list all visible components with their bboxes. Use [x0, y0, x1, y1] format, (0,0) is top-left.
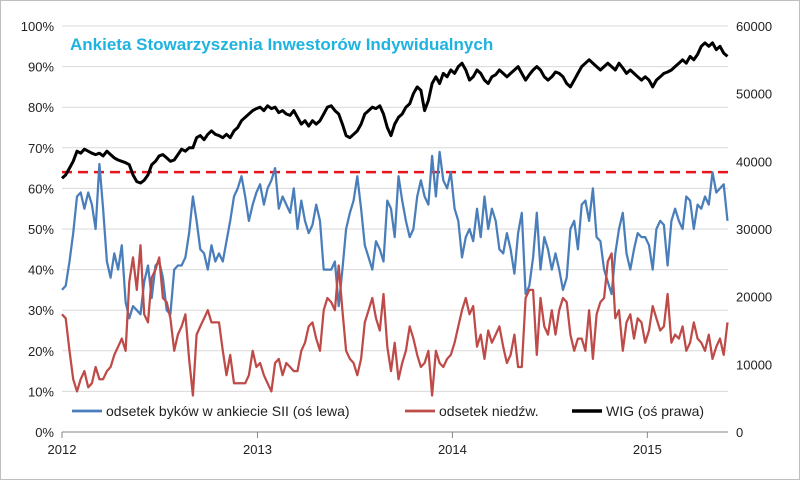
y-right-tick-label: 50000 — [736, 87, 772, 102]
y-right-tick-label: 60000 — [736, 19, 772, 34]
x-tick-label: 2013 — [243, 442, 272, 457]
y-left-tick-label: 30% — [28, 303, 54, 318]
x-tick-label: 2015 — [633, 442, 662, 457]
x-tick-label: 2012 — [48, 442, 77, 457]
y-left-tick-label: 70% — [28, 141, 54, 156]
legend-label-bears: odsetek niedźw. — [439, 403, 539, 419]
tick-labels: 0% 10% 20% 30% 40% 50% 60% 70% 80% 90% 100% 0 10000 2… — [21, 19, 772, 457]
series-line-wig — [60, 41, 729, 185]
chart-title: Ankieta Stowarzyszenia Inwestorów Indywi… — [70, 35, 493, 54]
legend: odsetek byków w ankiecie SII (oś lewa) od… — [66, 398, 730, 424]
gridlines — [62, 25, 728, 392]
y-left-tick-label: 60% — [28, 181, 54, 196]
legend-background — [66, 398, 730, 424]
series-line-bulls — [61, 150, 729, 320]
y-left-tick-label: 10% — [28, 384, 54, 399]
y-left-tick-label: 100% — [21, 19, 55, 34]
series-line-bears — [61, 244, 729, 397]
y-left-tick-label: 50% — [28, 222, 54, 237]
y-right-tick-label: 20000 — [736, 290, 772, 305]
axes — [61, 431, 728, 438]
y-left-tick-label: 20% — [28, 344, 54, 359]
y-right-tick-label: 10000 — [736, 357, 772, 372]
y-left-tick-label: 80% — [28, 100, 54, 115]
y-right-tick-label: 30000 — [736, 222, 772, 237]
y-left-tick-label: 0% — [35, 425, 54, 440]
y-left-tick-label: 90% — [28, 60, 54, 75]
y-right-tick-label: 40000 — [736, 154, 772, 169]
x-tick-label: 2014 — [438, 442, 467, 457]
legend-label-bulls: odsetek byków w ankiecie SII (oś lewa) — [106, 403, 350, 419]
legend-label-wig: WIG (oś prawa) — [606, 403, 704, 419]
y-right-tick-label: 0 — [736, 425, 743, 440]
y-left-tick-label: 40% — [28, 263, 54, 278]
series-group — [60, 41, 729, 397]
